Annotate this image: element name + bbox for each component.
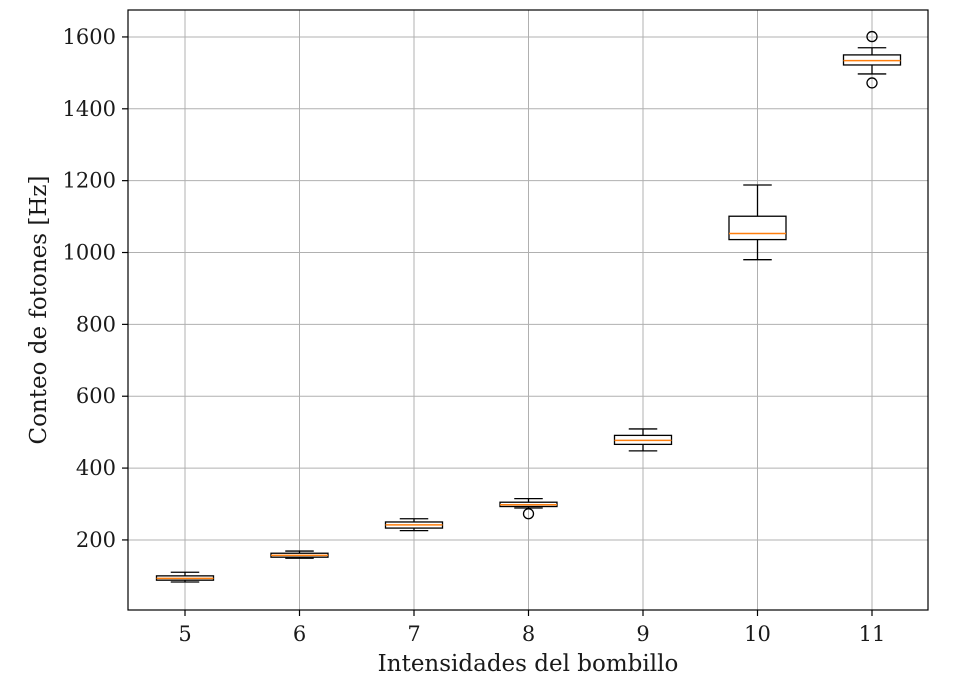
x-tick-label: 5 (178, 622, 191, 646)
outlier-point (522, 508, 535, 520)
x-tick-label: 11 (859, 622, 886, 646)
x-tick-label: 10 (744, 622, 771, 646)
box-9 (613, 428, 673, 452)
y-tick-label: 1000 (63, 241, 116, 265)
box-6 (270, 550, 329, 559)
y-tick-label: 400 (76, 456, 116, 480)
x-tick-label: 8 (522, 622, 535, 646)
box-7 (384, 518, 444, 532)
box-8 (499, 497, 558, 520)
y-axis-label: Conteo de fotones [Hz] (26, 175, 52, 444)
x-tick-label: 9 (636, 622, 649, 646)
y-tick-label: 1600 (63, 25, 116, 49)
grid-lines (128, 10, 928, 610)
outlier-point (866, 30, 878, 43)
box-11 (842, 30, 902, 89)
y-tick-label: 1200 (63, 169, 116, 193)
y-tick-label: 800 (76, 312, 116, 336)
box-10 (728, 184, 787, 261)
box-5 (155, 571, 215, 583)
y-tick-label: 200 (76, 528, 116, 552)
x-tick-label: 7 (407, 622, 420, 646)
boxes (155, 30, 902, 583)
iqr-box (728, 215, 787, 241)
axis-ticks: 200 400 600 800 1000 1200 1400 1600 5 6 7 8 9 10 11 (63, 25, 886, 646)
outlier-point (866, 77, 878, 89)
y-tick-label: 600 (76, 384, 116, 408)
y-tick-label: 1400 (63, 97, 116, 121)
x-tick-label: 6 (293, 622, 306, 646)
x-axis-label: Intensidades del bombillo (378, 651, 679, 677)
